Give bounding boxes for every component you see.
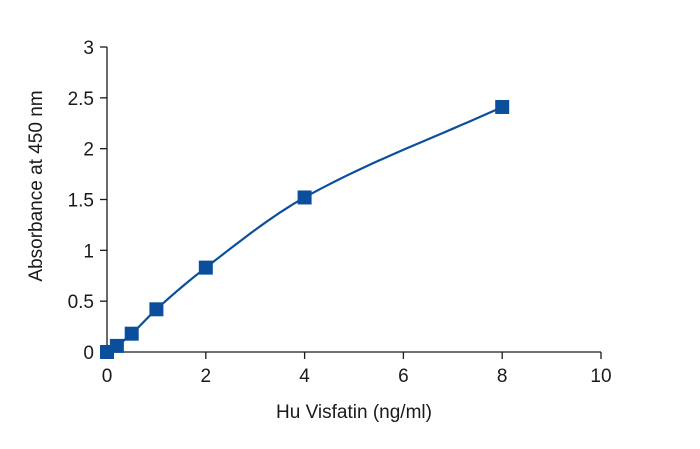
data-point [124,326,139,341]
y-tick-label: 2.5 [68,89,94,110]
y-tick-label: 0 [83,343,94,364]
y-tick-label: 2 [83,140,94,161]
x-axis-title: Hu Visfatin (ng/ml) [276,402,432,423]
data-point [297,190,312,205]
y-axis-title: Absorbance at 450 nm [26,90,47,281]
data-point [149,302,164,317]
y-tick-label: 0.5 [68,292,94,313]
ticks: 0 0.5 1 1.5 2 2.5 3 0 2 4 6 8 10 [68,38,612,387]
x-tick-label: 8 [497,366,508,387]
data-markers [100,99,510,359]
y-tick-label: 3 [83,38,94,59]
data-point [109,338,124,353]
x-tick-label: 0 [102,366,113,387]
x-tick-label: 4 [299,366,310,387]
x-tick-label: 6 [398,366,409,387]
axes [106,47,601,353]
y-tick-label: 1 [83,241,94,262]
data-point [495,99,510,114]
fit-curve [106,105,503,353]
data-point [198,260,213,275]
x-tick-label: 2 [201,366,212,387]
x-tick-label: 10 [590,366,611,387]
y-tick-label: 1.5 [68,191,94,212]
